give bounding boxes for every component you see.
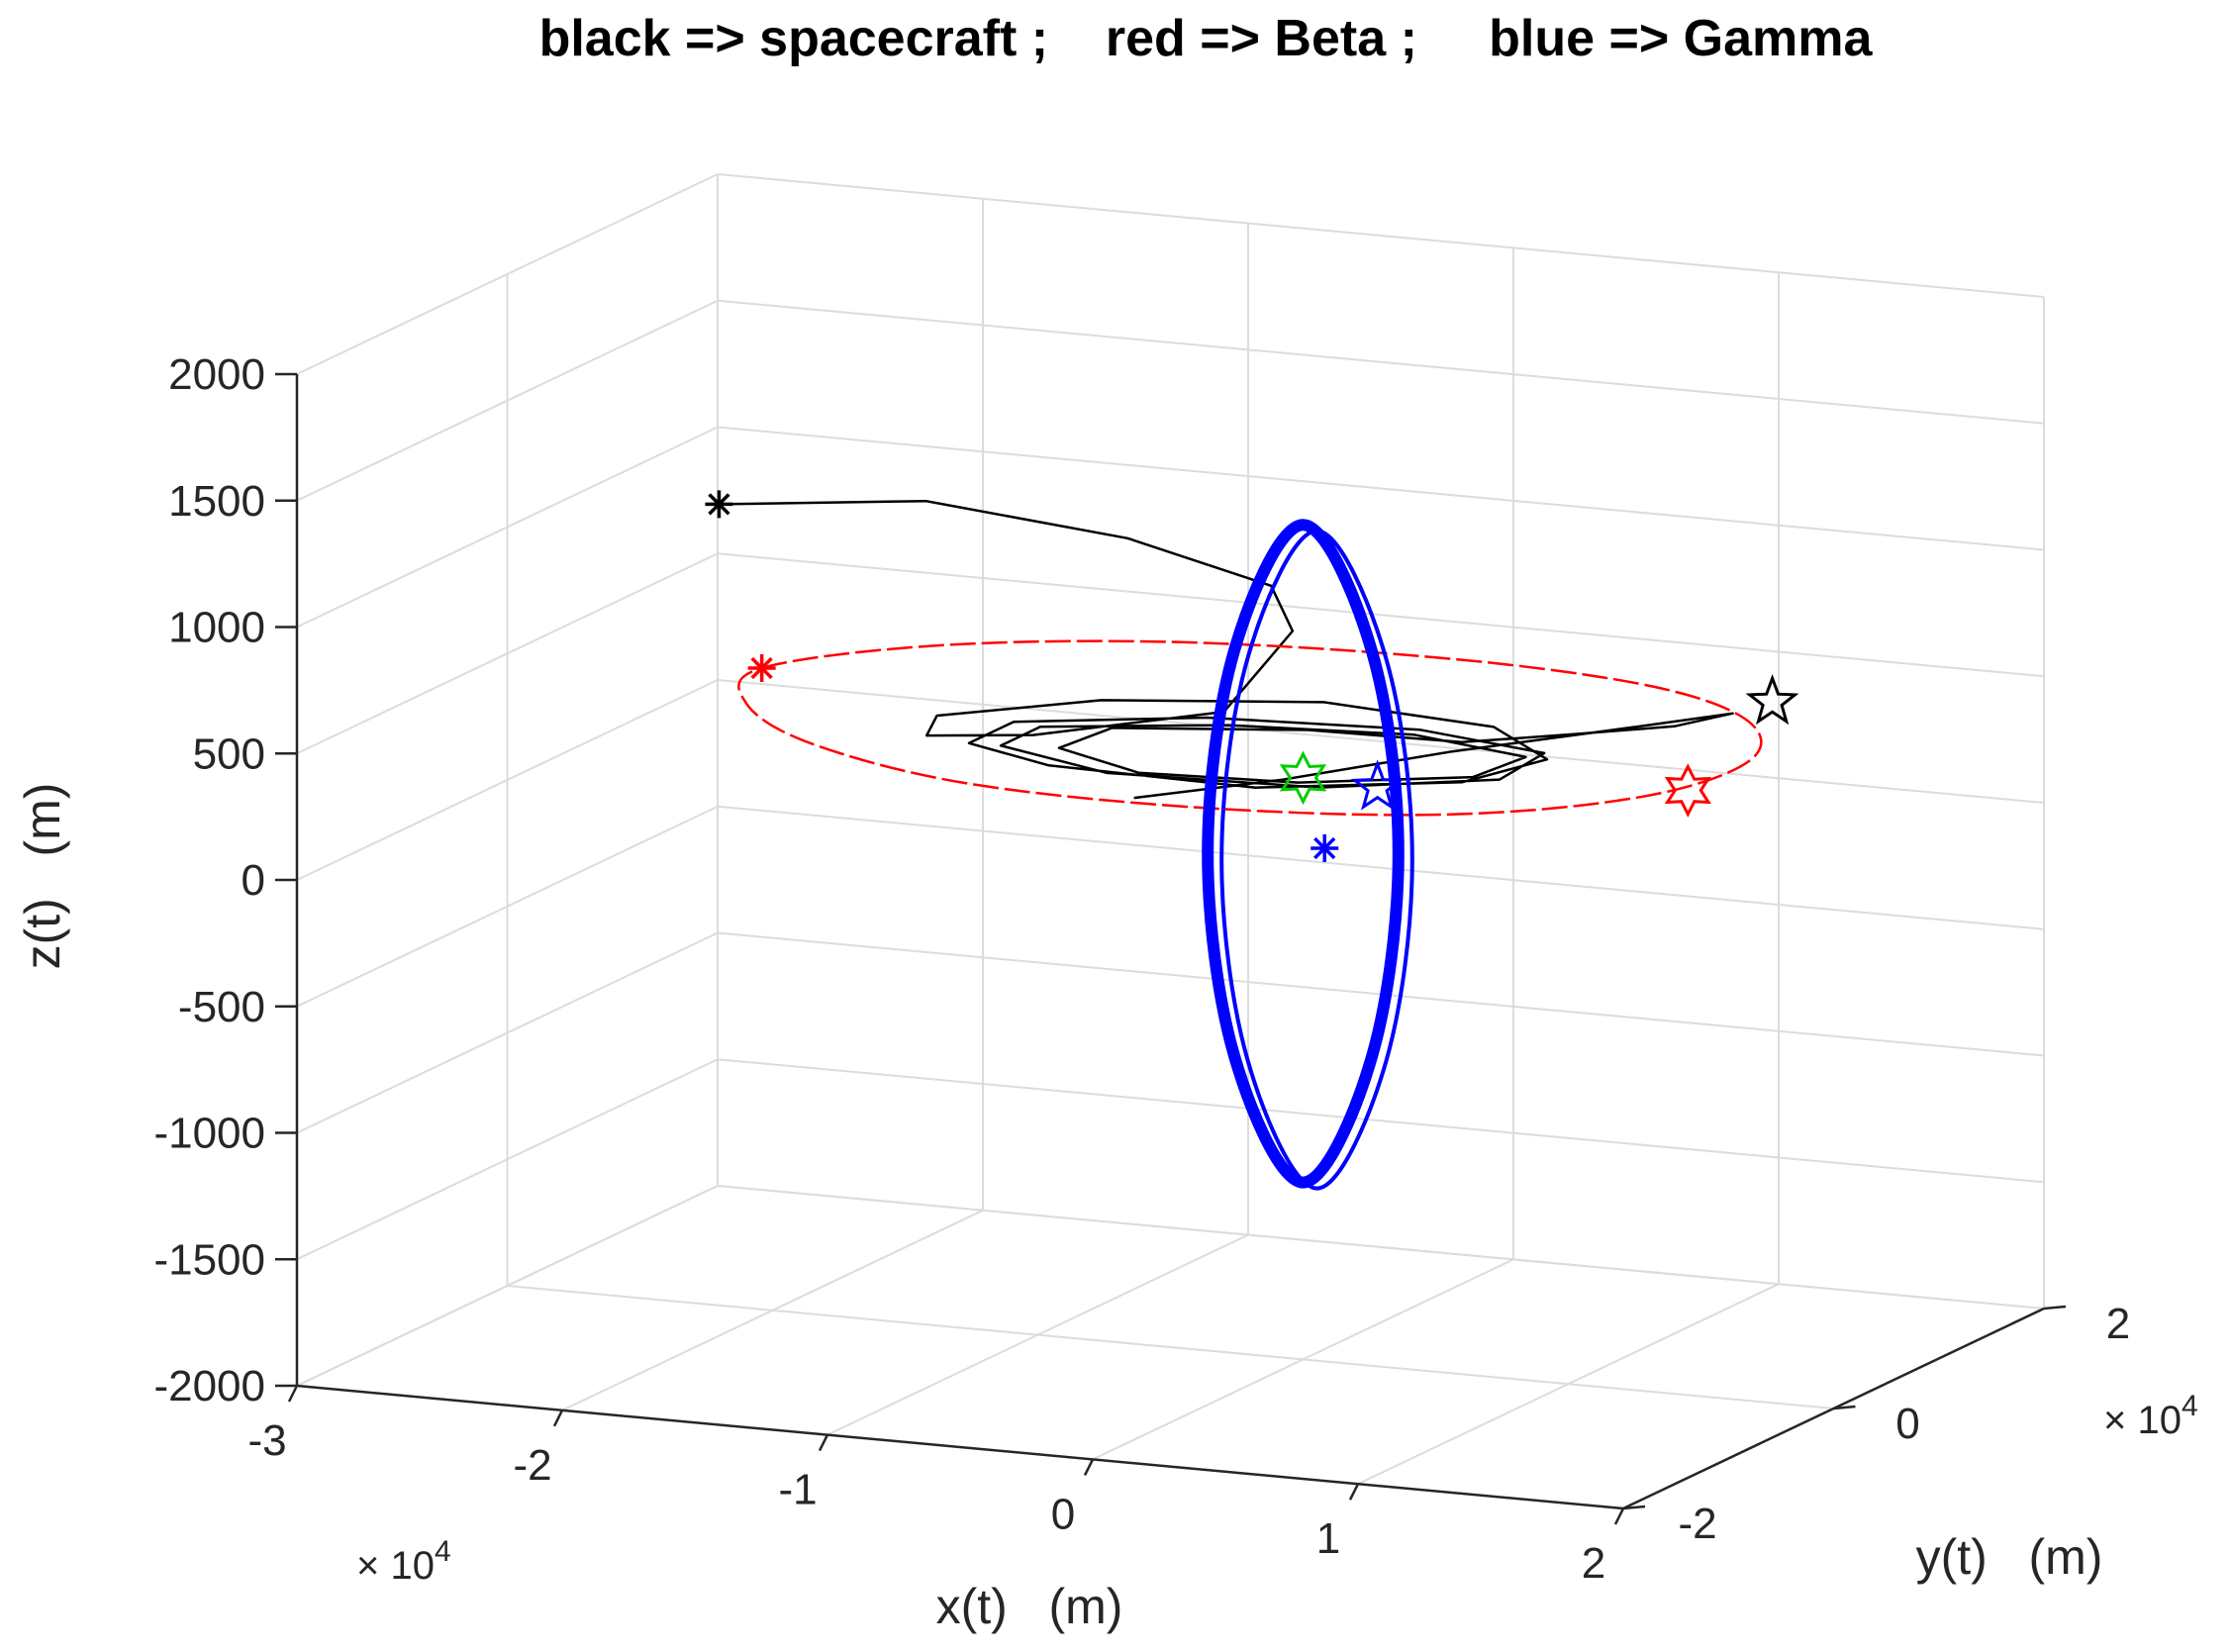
tick-labels: -3 -2 -1 0 1 2 -2 0 2 -2000 -1500 -1000 -500 0 500 1000… [153,350,2130,1588]
x-multiplier-base: × 10 [356,1544,435,1588]
grid-line-z-side [296,552,719,755]
y-axis-label: y(t) (m) [1916,1529,2103,1585]
markers [705,490,1799,862]
z-axis-label: z(t) (m) [15,783,70,970]
marker-0 [705,490,733,519]
series [719,499,1763,1191]
z-tick-label: -1500 [153,1235,265,1284]
marker-5 [1311,833,1339,862]
y-tick-mark [2043,1305,2067,1311]
chart-title: black => spacecraft ; red => Beta ; blue… [539,10,1874,67]
x-multiplier-exp: 4 [435,1535,451,1568]
grid [296,173,2045,1509]
grid-line-z-side [296,426,719,629]
x-tick-mark [552,1409,564,1427]
grid-line-z-side [296,679,719,881]
y-tick-mark [1833,1405,1856,1410]
z-tick-label: 1000 [168,604,265,652]
marker-1 [747,653,776,682]
grid-line-z-back [717,299,2045,425]
grid-line-z-side [296,1058,719,1261]
grid-line-z-back [717,552,2045,678]
grid-line-z-back [717,1185,2045,1310]
x-tick-label: 1 [1316,1514,1340,1563]
z-tick-label: -500 [178,983,265,1031]
grid-line-z-side [296,805,719,1008]
y-tick-label: 2 [2106,1300,2130,1348]
grid-line-z-back [717,426,2045,551]
x-tick-label: 2 [1582,1539,1605,1588]
y-multiplier-exp: 4 [2182,1390,2198,1422]
x-tick-label: -2 [513,1441,551,1490]
x-tick-label: 0 [1051,1490,1075,1538]
z-tick-label: -2000 [153,1362,265,1410]
grid-line-y-floor [507,1285,1834,1409]
y-tick-mark [1622,1505,1646,1510]
marker-4 [1350,759,1405,811]
x-tick-label: -1 [778,1466,817,1514]
x-tick-label: -3 [247,1416,286,1465]
series-0-line [719,499,1734,800]
z-tick-label: -1000 [153,1110,265,1158]
series-1-line [737,639,1763,817]
x-tick-mark [818,1434,829,1452]
y-tick-label: -2 [1678,1500,1716,1548]
x-tick-mark [287,1385,299,1403]
svg-text:× 104: × 104 [2103,1390,2198,1442]
z-tick-label: 0 [242,856,265,905]
x-tick-mark [1083,1458,1095,1476]
y-multiplier-base: × 10 [2103,1399,2182,1442]
x-axis-line [296,1384,1624,1510]
marker-3 [1664,763,1711,818]
grid-line-z-side [296,173,719,375]
y-tick-label: 0 [1895,1400,1919,1448]
z-tick-label: 500 [193,729,265,778]
svg-text:× 104: × 104 [356,1535,451,1588]
series-2-line-echo [1219,529,1414,1191]
x-tick-mark [1613,1507,1625,1525]
grid-line-z-side [296,931,719,1134]
grid-line-z-back [717,173,2045,298]
z-tick-label: 1500 [168,477,265,526]
z-tick-label: 2000 [168,350,265,399]
marker-6 [1279,750,1327,806]
grid-line-z-back [717,805,2045,930]
x-axis-label: x(t) (m) [936,1579,1123,1634]
y-multiplier: × 104 [2103,1390,2198,1442]
grid-line-z-back [717,679,2045,804]
grid-line-z-back [717,1058,2045,1184]
x-tick-mark [1348,1483,1360,1501]
axes [275,372,2067,1525]
grid-line-z-side [296,1185,719,1387]
marker-2 [1745,673,1799,726]
x-multiplier: × 104 [356,1535,451,1588]
grid-line-z-side [296,299,719,502]
